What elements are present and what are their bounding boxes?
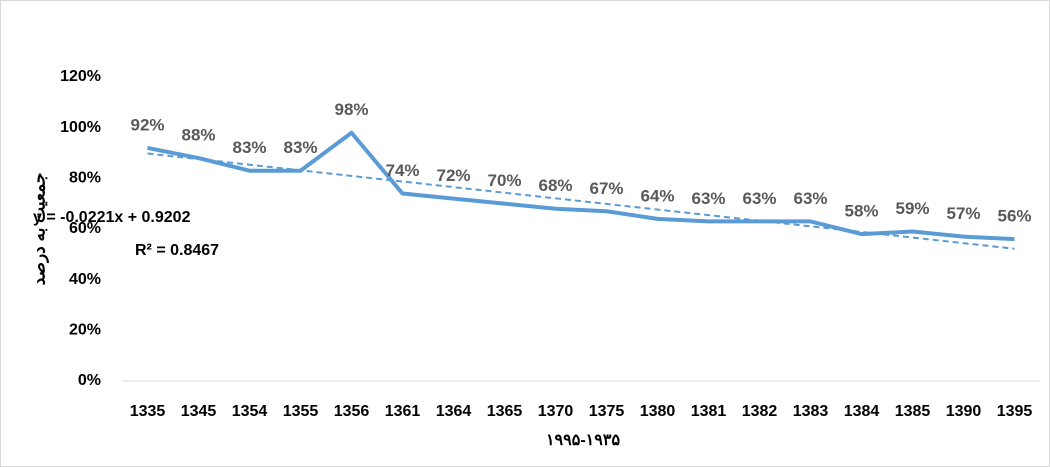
x-tick-label: 1390 [946,403,982,420]
y-tick-label: 40% [69,271,101,288]
data-label: 68% [538,176,572,195]
x-tick-label: 1375 [589,403,625,420]
x-tick-label: 1345 [181,403,217,420]
data-label: 72% [436,166,470,185]
data-label: 63% [742,189,776,208]
x-tick-label: 1356 [334,403,370,420]
data-label: 74% [385,161,419,180]
data-label: 92% [130,115,164,134]
x-tick-label: 1365 [487,403,523,420]
y-tick-label: 80% [69,170,101,187]
data-label: 57% [946,204,980,223]
data-label: 63% [691,189,725,208]
x-tick-label: 1370 [538,403,574,420]
data-label: 64% [640,186,674,205]
chart: جمعیت به درصد ۱۹۹۵-۱۹۳۵ y = -0.0221x + 0… [0,0,1050,467]
x-tick-label: 1395 [997,403,1033,420]
x-tick-label: 1335 [130,403,166,420]
x-tick-label: 1384 [844,403,880,420]
data-label: 83% [283,138,317,157]
x-tick-label: 1354 [232,403,268,420]
data-label: 59% [895,199,929,218]
trend-equation: y = -0.0221x + 0.9202 [33,209,191,226]
y-tick-label: 100% [60,119,101,136]
y-tick-label: 120% [60,68,101,85]
x-tick-label: 1385 [895,403,931,420]
y-tick-label: 60% [69,220,101,237]
data-label: 88% [181,126,215,145]
y-tick-label: 0% [78,372,101,389]
data-label: 56% [997,207,1031,226]
x-tick-label: 1355 [283,403,319,420]
x-tick-label: 1381 [691,403,727,420]
data-label: 83% [232,138,266,157]
x-tick-label: 1380 [640,403,676,420]
x-tick-label: 1382 [742,403,778,420]
x-tick-label: 1364 [436,403,472,420]
data-label: 58% [844,202,878,221]
data-label: 67% [589,179,623,198]
data-label: 63% [793,189,827,208]
y-axis-title: جمعیت به درصد [29,173,49,286]
x-tick-label: 1383 [793,403,829,420]
data-label: 70% [487,171,521,190]
x-tick-label: 1361 [385,403,421,420]
x-axis-title: ۱۹۹۵-۱۹۳۵ [546,432,620,449]
data-label: 98% [334,100,368,119]
y-tick-label: 20% [69,322,101,339]
trend-r-squared: R² = 0.8467 [135,242,219,259]
